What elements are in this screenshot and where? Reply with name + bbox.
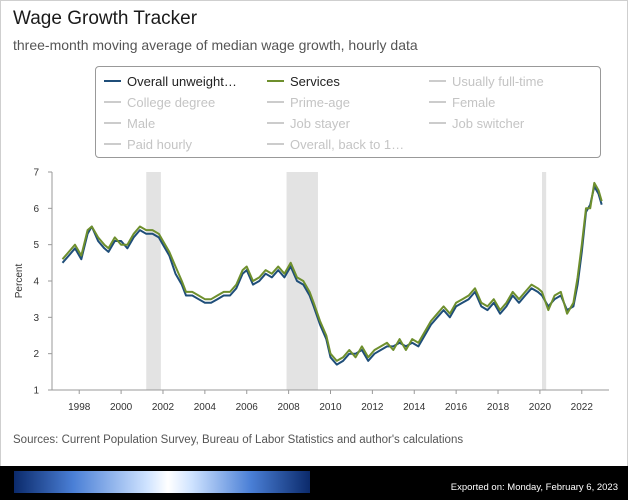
legend-label: Job stayer	[290, 115, 350, 131]
x-tick-label: 2000	[110, 402, 133, 413]
legend-item[interactable]: Paid hourly	[104, 136, 192, 152]
y-tick-label: 1	[33, 386, 39, 397]
x-tick-label: 2014	[403, 402, 426, 413]
chart-title: Wage Growth Tracker	[13, 8, 198, 29]
x-tick-label: 2020	[529, 402, 552, 413]
legend-label: College degree	[127, 94, 216, 110]
line-chart: 1 2 3 4 5 6 7 1998 2000 2002 2004 2006 2008 2010 2012 2…	[14, 168, 609, 413]
legend-label: Overall, back to 1…	[290, 136, 405, 152]
y-tick-label: 3	[33, 313, 39, 324]
legend-label: Services	[290, 73, 340, 89]
x-tick-label: 2016	[445, 402, 468, 413]
legend-item[interactable]: Prime-age	[267, 94, 350, 110]
legend-item[interactable]: College degree	[104, 94, 215, 110]
x-tick-label: 2012	[361, 402, 384, 413]
footer-bar: Exported on: Monday, February 6, 2023	[0, 466, 628, 500]
legend-label: Female	[452, 94, 496, 110]
export-date: Exported on: Monday, February 6, 2023	[450, 482, 618, 493]
x-tick-label: 2018	[487, 402, 510, 413]
legend-swatch	[267, 101, 284, 103]
legend-item[interactable]: Usually full-time	[429, 73, 544, 89]
chart-subtitle: three-month moving average of median wag…	[13, 37, 418, 53]
legend-swatch	[429, 122, 446, 124]
recession-band	[541, 172, 547, 390]
legend-label: Overall unweight…	[127, 73, 237, 89]
legend-item[interactable]: Male	[104, 115, 155, 131]
x-tick-label: 2008	[277, 402, 300, 413]
y-tick-label: 7	[33, 168, 39, 179]
legend-swatch	[104, 122, 121, 124]
legend-swatch	[104, 80, 121, 82]
y-tick-label: 5	[33, 240, 39, 251]
legend-item[interactable]: Job stayer	[267, 115, 350, 131]
y-tick-label: 2	[33, 349, 39, 360]
legend-label: Paid hourly	[127, 136, 193, 152]
legend-item[interactable]: Services	[267, 73, 340, 89]
legend-swatch	[104, 101, 121, 103]
legend-item[interactable]: Overall unweight…	[104, 73, 237, 89]
recession-band	[146, 172, 161, 390]
y-tick-label: 6	[33, 204, 39, 215]
x-tick-label: 2022	[571, 402, 594, 413]
y-axis-label: Percent	[14, 264, 25, 299]
legend-label: Usually full-time	[452, 73, 544, 89]
legend-swatch	[429, 80, 446, 82]
x-tick-label: 1998	[68, 402, 91, 413]
x-tick-label: 2010	[319, 402, 342, 413]
legend: Overall unweight… Services Usually full-ti…	[95, 66, 601, 158]
legend-swatch	[429, 101, 446, 103]
x-tick-label: 2004	[194, 402, 217, 413]
legend-swatch	[104, 143, 121, 145]
y-tick-label: 4	[33, 277, 39, 288]
legend-item[interactable]: Female	[429, 94, 495, 110]
series-line	[61, 181, 603, 362]
x-tick-label: 2002	[152, 402, 175, 413]
series-line	[61, 185, 603, 366]
x-tick-label: 2006	[236, 402, 259, 413]
footer-banner-image	[14, 471, 310, 493]
source-note: Sources: Current Population Survey, Bure…	[13, 434, 464, 446]
legend-item[interactable]: Overall, back to 1…	[267, 136, 404, 152]
legend-swatch	[267, 122, 284, 124]
legend-label: Prime-age	[290, 94, 350, 110]
legend-label: Job switcher	[452, 115, 525, 131]
legend-item[interactable]: Job switcher	[429, 115, 524, 131]
legend-swatch	[267, 80, 284, 82]
legend-label: Male	[127, 115, 156, 131]
legend-swatch	[267, 143, 284, 145]
